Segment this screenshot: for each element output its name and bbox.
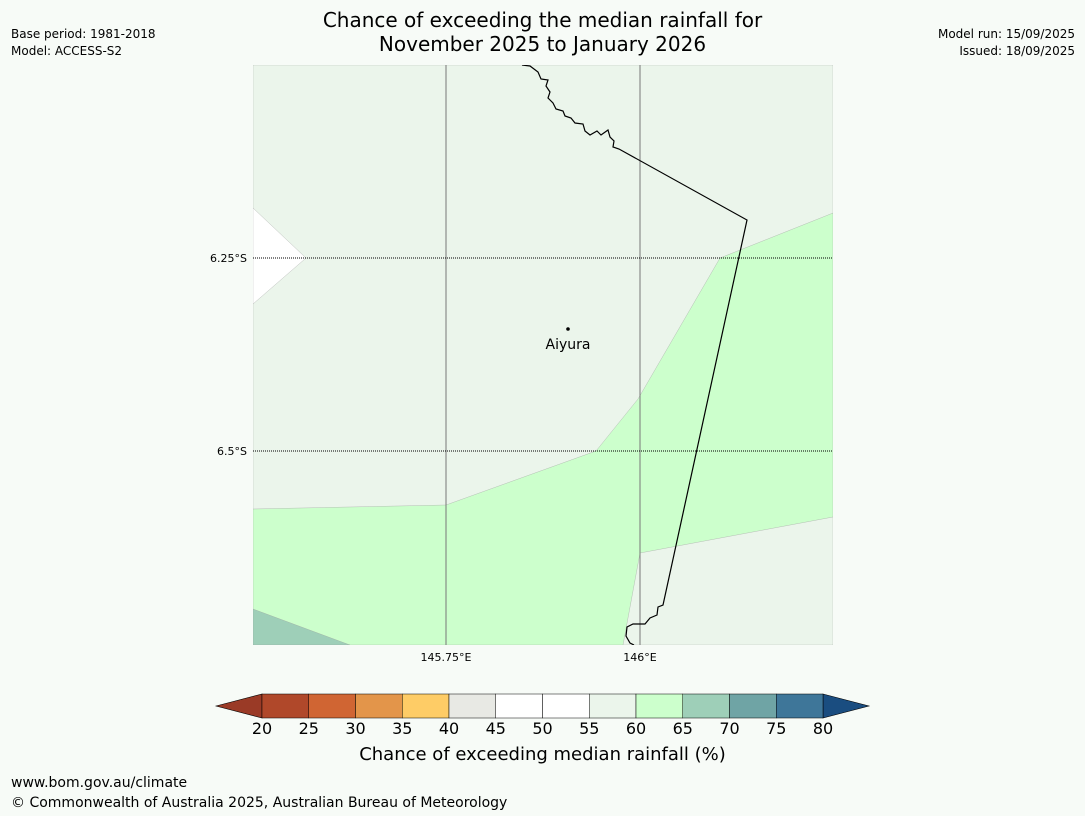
colorbar-cell — [495, 693, 543, 719]
model-run-text: Model run: 15/09/2025 — [937, 27, 1075, 41]
colorbar-tick-label: 25 — [298, 719, 319, 738]
colorbar-tick-label: 55 — [579, 719, 600, 738]
lat-label-6-25: 6.25°S — [210, 252, 247, 265]
colorbar-tick-label: 35 — [392, 719, 413, 738]
footer-url: www.bom.gov.au/climate — [11, 775, 188, 791]
colorbar-tick-label: 40 — [438, 719, 460, 738]
colorbar — [214, 693, 871, 719]
colorbar-tick-label: 75 — [766, 719, 787, 738]
map-title-line-2: November 2025 to January 2026 — [378, 32, 707, 56]
map-area — [253, 65, 833, 645]
colorbar-cell — [589, 693, 637, 719]
colorbar-tick-label: 60 — [625, 719, 647, 738]
model-text: Model: ACCESS-S2 — [11, 44, 123, 58]
colorbar-tick-label: 65 — [672, 719, 693, 738]
colorbar-cell — [635, 693, 683, 719]
meta-left: Base period: 1981-2018 Model: ACCESS-S2 — [11, 26, 156, 60]
province-boundary — [521, 65, 748, 645]
colorbar-under-arrow — [214, 693, 263, 719]
region-50-55 — [253, 207, 307, 305]
lat-label-6-5: 6.5°S — [217, 445, 247, 458]
region-60-65 — [253, 212, 833, 645]
meta-right: Model run: 15/09/2025 Issued: 18/09/2025 — [938, 26, 1075, 60]
lon-label-146: 146°E — [623, 651, 656, 664]
colorbar-cell — [682, 693, 730, 719]
colorbar-cell — [542, 693, 590, 719]
colorbar-cell — [308, 693, 356, 719]
colorbar-label: Chance of exceeding median rainfall (%) — [359, 744, 726, 765]
map-title-line-1: Chance of exceeding the median rainfall … — [322, 8, 763, 32]
lon-label-145-75: 145.75°E — [421, 651, 472, 664]
colorbar-cell — [448, 693, 496, 719]
colorbar-tick-label: 50 — [532, 719, 553, 738]
issued-text: Issued: 18/09/2025 — [959, 44, 1075, 58]
colorbar-cell — [729, 693, 777, 719]
colorbar-tick-label: 70 — [719, 719, 740, 738]
region-65-70 — [253, 608, 351, 645]
colorbar-cell — [776, 693, 824, 719]
colorbar-tick-label: 80 — [812, 719, 834, 738]
colorbar-cell — [261, 693, 309, 719]
colorbar-tick-label: 30 — [345, 719, 366, 738]
base-period-text: Base period: 1981-2018 — [11, 27, 156, 41]
aiyura-marker — [566, 327, 570, 331]
colorbar-cell — [402, 693, 450, 719]
colorbar-tick-label: 45 — [485, 719, 506, 738]
aiyura-label: Aiyura — [546, 337, 591, 353]
colorbar-tick-label: 20 — [251, 719, 273, 738]
colorbar-over-arrow — [822, 693, 871, 719]
colorbar-cell — [355, 693, 403, 719]
footer-copyright: © Commonwealth of Australia 2025, Austra… — [11, 795, 508, 811]
